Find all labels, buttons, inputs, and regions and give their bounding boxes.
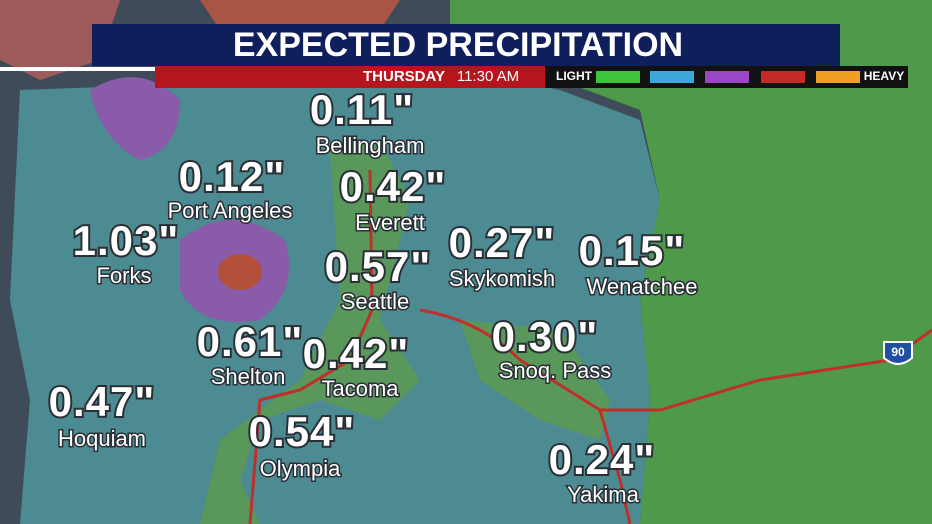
- precip-amount: 0.54": [249, 408, 356, 455]
- legend-swatch: [816, 71, 860, 83]
- light-precip-area: [460, 320, 610, 440]
- precip-amount: 0.11": [310, 86, 414, 133]
- city-name: Bellingham: [316, 133, 425, 158]
- legend-swatch: [761, 71, 805, 83]
- title: EXPECTED PRECIPITATION: [233, 26, 683, 64]
- title-bar: [92, 24, 840, 66]
- legend-low: LIGHT: [556, 69, 593, 83]
- time: 11:30 AM: [457, 68, 519, 85]
- moderate-precip-area: [10, 70, 660, 524]
- heaviest-precip-area: [218, 254, 262, 290]
- divider: [0, 67, 155, 71]
- precip-amount: 0.61": [197, 318, 304, 365]
- city-name: Wenatchee: [587, 274, 698, 299]
- heavy-precip-area: [200, 0, 400, 30]
- shield-shape: [883, 341, 913, 365]
- precip-amount: 0.27": [449, 219, 556, 266]
- city-name: Snoq. Pass: [499, 358, 612, 383]
- city-name: Skykomish: [449, 266, 555, 291]
- precip-amount: 1.03": [73, 217, 180, 264]
- city-name: Tacoma: [321, 376, 399, 401]
- city-name: Shelton: [211, 364, 286, 389]
- city-name: Forks: [97, 263, 152, 288]
- legend-swatch: [705, 71, 749, 83]
- highway: [248, 169, 374, 524]
- highway: [419, 308, 932, 412]
- precip-amount: 0.47": [49, 378, 156, 425]
- legend-swatch: [596, 71, 640, 83]
- day: THURSDAY: [363, 68, 445, 85]
- light-precip-area: [200, 140, 420, 524]
- city-name: Seattle: [341, 289, 410, 314]
- light-precip-area: [450, 0, 932, 524]
- precip-amount: 0.24": [549, 436, 656, 483]
- precip-amount: 0.15": [579, 227, 686, 274]
- city-name: Yakima: [567, 482, 639, 507]
- precip-amount: 0.57": [325, 243, 432, 290]
- heavy-precip-area: [0, 0, 120, 80]
- time-bar: [155, 66, 545, 88]
- highway: [598, 409, 632, 524]
- precip-amount: 0.42": [340, 163, 447, 210]
- precip-amount: 0.30": [492, 313, 599, 360]
- shield-number: 90: [891, 345, 905, 359]
- city-name: Port Angeles: [168, 198, 293, 223]
- highway-shield: 90: [883, 341, 913, 365]
- city-name: Olympia: [260, 456, 341, 481]
- city-name: Everett: [355, 210, 425, 235]
- city-name: Hoquiam: [58, 426, 146, 451]
- precip-amount: 0.42": [303, 330, 410, 377]
- legend-swatch: [650, 71, 694, 83]
- heavy-precip-area: [90, 77, 180, 160]
- legend-high: HEAVY: [864, 69, 904, 83]
- precip-amount: 0.12": [179, 153, 286, 200]
